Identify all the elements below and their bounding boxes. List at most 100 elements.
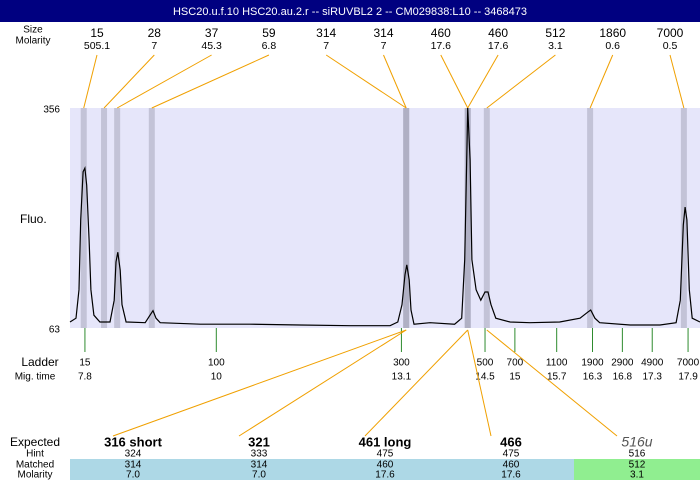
hint-value: 516: [629, 449, 646, 460]
size-label: Size: [23, 25, 43, 36]
match-cell: [70, 459, 196, 480]
peak-connector: [440, 54, 469, 109]
molarity-value: 3.1: [630, 470, 644, 480]
matched-value: 512: [629, 460, 646, 471]
ladder-size: 500: [477, 358, 494, 369]
match-cell: [196, 459, 322, 480]
expected-name: 461 long: [359, 434, 412, 449]
peak-band: [403, 108, 410, 328]
peak-size: 314: [373, 26, 393, 40]
peak-molarity: 17.6: [431, 40, 452, 52]
matched-value: 314: [251, 460, 268, 471]
peak-size: 15: [90, 26, 104, 40]
peak-band: [80, 108, 87, 328]
peak-molarity: 45.3: [201, 40, 222, 52]
peak-connector: [383, 54, 407, 109]
peak-band: [587, 108, 594, 328]
matched-label: Matched: [16, 460, 54, 471]
matched-value: 314: [125, 460, 142, 471]
ladder-size: 4900: [641, 358, 664, 369]
matched-value: 460: [503, 460, 520, 471]
peak-connector: [467, 54, 499, 109]
peak-size: 59: [262, 26, 276, 40]
ladder-size: 1100: [546, 358, 568, 369]
expected-name: 516u: [621, 434, 652, 450]
peak-molarity: 7: [151, 40, 157, 52]
hint-value: 475: [377, 449, 394, 460]
peak-band: [101, 108, 108, 328]
ladder-time: 14.5: [475, 372, 495, 383]
peak-connector: [589, 54, 614, 109]
peak-molarity: 7: [381, 40, 387, 52]
title-bar: [0, 0, 700, 22]
ladder-time: 10: [211, 372, 223, 383]
ladder-time: 16.8: [613, 372, 633, 383]
peak-molarity: 7: [323, 40, 329, 52]
match-cell: [322, 459, 448, 480]
expected-connector: [238, 329, 407, 437]
molarity-value: 7.0: [252, 470, 266, 480]
y-tick-label: 63: [49, 325, 61, 336]
peak-size: 314: [316, 26, 336, 40]
peak-band: [403, 108, 410, 328]
molarity-label: Molarity: [15, 36, 50, 47]
hint-value: 475: [503, 449, 520, 460]
peak-connector: [669, 54, 685, 109]
peak-band: [148, 108, 155, 328]
peak-molarity: 0.5: [663, 40, 678, 52]
ladder-time: 17.3: [642, 372, 662, 383]
peak-molarity: 6.8: [262, 40, 277, 52]
molarity-value: 7.0: [126, 470, 140, 480]
peak-molarity: 3.1: [548, 40, 563, 52]
peak-connector: [325, 54, 407, 109]
peak-band: [114, 108, 121, 328]
hint-value: 333: [251, 449, 268, 460]
ladder-time: 15: [509, 372, 521, 383]
expected-label: Expected: [10, 435, 60, 449]
chart-title: HSC20.u.f.10 HSC20.au.2.r -- siRUVBL2 2 …: [173, 6, 527, 18]
ladder-size: 300: [393, 358, 410, 369]
peak-molarity: 505.1: [84, 40, 110, 52]
hint-value: 324: [125, 449, 142, 460]
peak-size: 1860: [599, 26, 626, 40]
molarity-value: 17.6: [501, 470, 521, 480]
ladder-size: 700: [507, 358, 524, 369]
ladder-time: 7.8: [78, 372, 92, 383]
expected-connector: [467, 329, 492, 437]
peak-connector: [103, 54, 155, 109]
ladder-time: 13.1: [392, 372, 412, 383]
peak-size: 512: [545, 26, 565, 40]
ladder-size: 100: [208, 358, 225, 369]
y-axis-label: Fluo.: [20, 212, 47, 226]
match-cell: [574, 459, 700, 480]
peak-connector: [83, 54, 98, 109]
peak-band: [483, 108, 490, 328]
hint-label: Hint: [26, 449, 44, 460]
peak-size: 37: [205, 26, 219, 40]
molarity-value: 17.6: [375, 470, 395, 480]
peak-molarity: 17.6: [488, 40, 509, 52]
mig-time-label: Mig. time: [15, 372, 56, 383]
ladder-time: 15.7: [547, 372, 567, 383]
ladder-size: 15: [79, 358, 91, 369]
peak-connector: [116, 54, 212, 109]
ladder-size: 1900: [581, 358, 604, 369]
peak-connector: [151, 54, 270, 109]
ladder-size: 2900: [611, 358, 634, 369]
peak-band: [464, 108, 471, 328]
expected-molarity-label: Molarity: [17, 470, 52, 480]
ladder-size: 7000: [677, 358, 700, 369]
ladder-time: 17.9: [678, 372, 698, 383]
expected-connector: [112, 329, 407, 437]
peak-size: 28: [148, 26, 162, 40]
trace-line: [69, 107, 700, 327]
peak-size: 460: [431, 26, 451, 40]
peak-band: [464, 108, 471, 328]
matched-value: 460: [377, 460, 394, 471]
ladder-time: 16.3: [583, 372, 603, 383]
expected-name: 466: [500, 434, 522, 449]
plot-area: [70, 108, 700, 328]
expected-name: 316 short: [104, 434, 162, 449]
peak-molarity: 0.6: [605, 40, 620, 52]
